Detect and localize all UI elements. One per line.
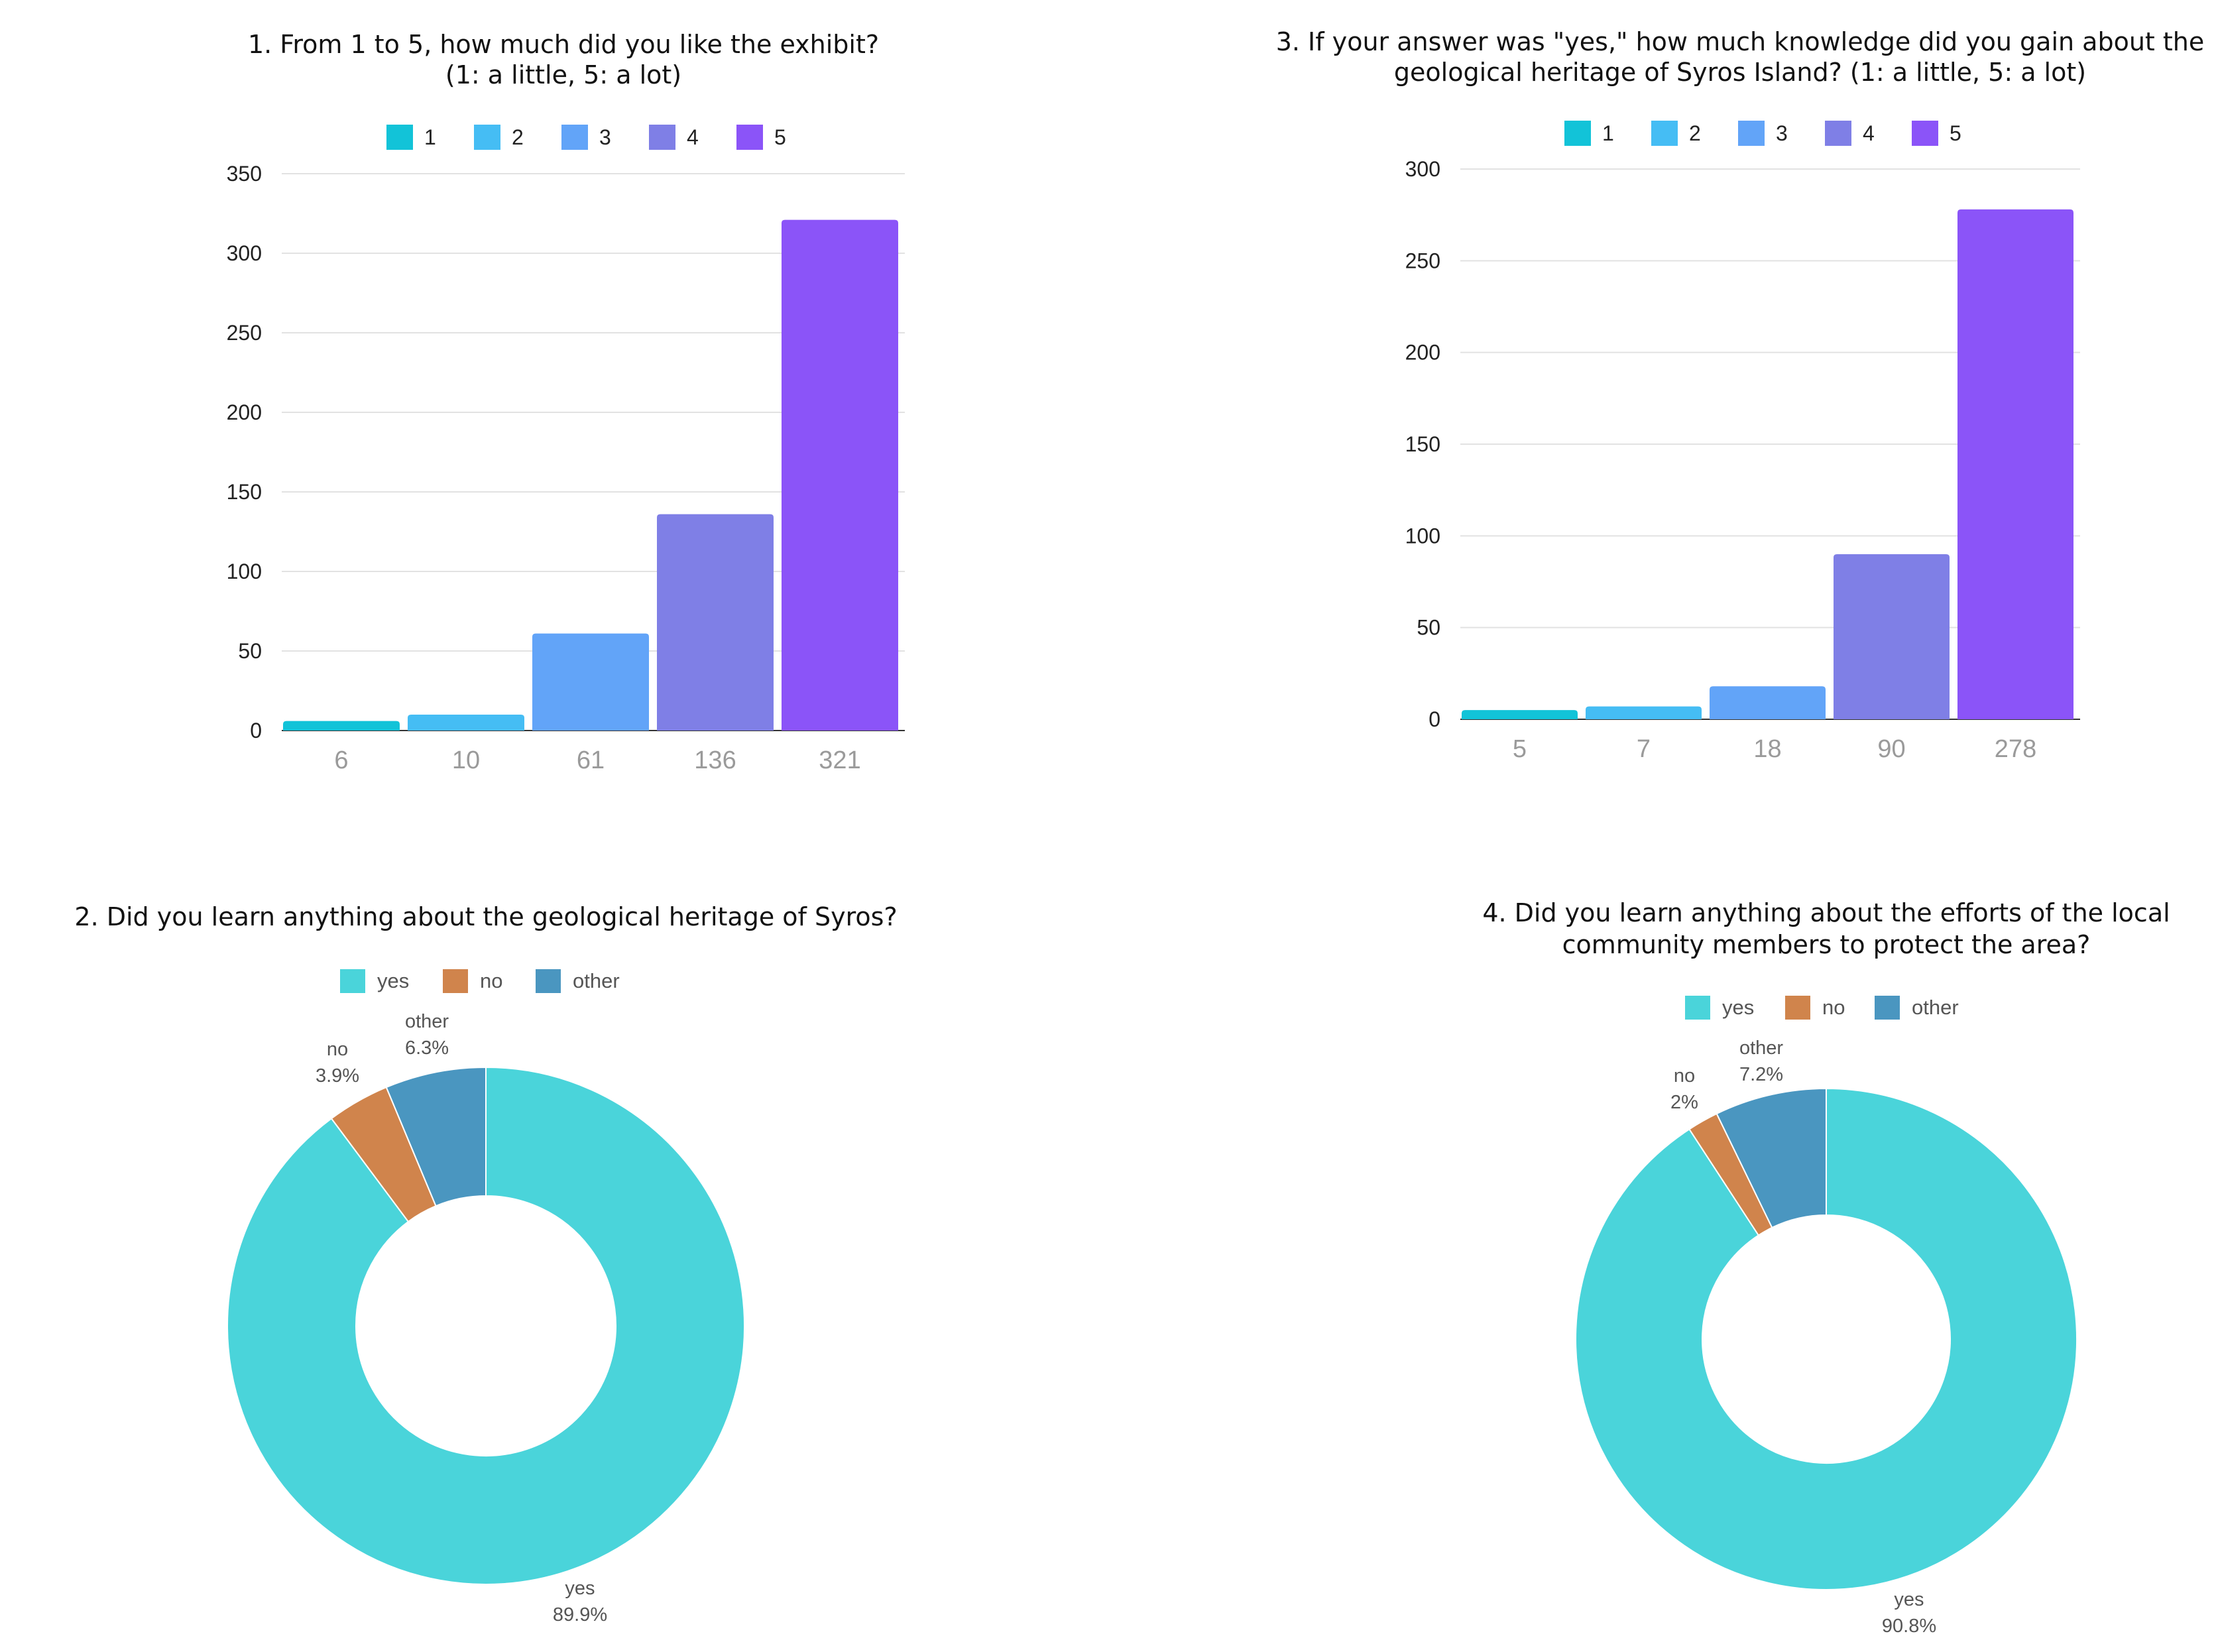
legend-swatch: [340, 969, 365, 993]
x-tick-label: 136: [694, 746, 736, 774]
legend-label: yes: [377, 969, 409, 992]
legend-label: no: [480, 969, 502, 992]
legend-swatch: [1738, 121, 1765, 146]
chart-title-line-1: 1. From 1 to 5, how much did you like th…: [248, 30, 879, 59]
legend-swatch: [443, 969, 468, 993]
slice-percent-no: 3.9%: [316, 1065, 359, 1087]
bar-5: [1957, 209, 2073, 719]
bar-chart-exhibit-rating: 1. From 1 to 5, how much did you like th…: [227, 30, 905, 774]
bar-4: [657, 514, 774, 731]
legend-label: yes: [1722, 996, 1754, 1019]
slice-other: [1716, 1087, 1827, 1229]
slice-other: [385, 1066, 487, 1207]
legend-label: 3: [599, 125, 611, 149]
legend-label: 2: [512, 125, 524, 149]
y-tick-label: 100: [1405, 524, 1440, 548]
chart-title-line-1: 4. Did you learn anything about the effo…: [1482, 898, 2170, 927]
y-tick-label: 300: [1405, 157, 1440, 181]
legend-swatch: [536, 969, 561, 993]
y-tick-label: 100: [227, 560, 262, 583]
legend-label: 3: [1776, 121, 1788, 145]
slice-percent-yes: 90.8%: [1882, 1616, 1936, 1637]
legend-swatch: [1651, 121, 1678, 146]
legend-swatch: [1825, 121, 1851, 146]
legend-swatch: [1564, 121, 1591, 146]
legend-label: 4: [1863, 121, 1875, 145]
legend-swatch: [561, 125, 588, 150]
chart-title-line-2: (1: a little, 5: a lot): [445, 60, 681, 89]
slice-label-other: other: [405, 1011, 449, 1032]
slice-label-yes: yes: [1894, 1589, 1924, 1610]
chart-title-line-1: 3. If your answer was "yes," how much kn…: [1276, 27, 2205, 56]
bar-4: [1834, 554, 1950, 719]
x-tick-label: 7: [1637, 735, 1651, 763]
x-tick-label: 321: [819, 746, 860, 774]
y-tick-label: 350: [227, 162, 262, 186]
donut-chart-community-efforts: 4. Did you learn anything about the effo…: [1482, 898, 2170, 1637]
bar-2: [408, 715, 524, 731]
chart-title-line-2: community members to protect the area?: [1562, 930, 2091, 959]
slice-yes: [1575, 1087, 2077, 1590]
y-tick-label: 300: [227, 241, 262, 265]
slice-percent-other: 7.2%: [1739, 1064, 1783, 1085]
y-tick-label: 50: [238, 639, 262, 663]
slice-label-no: no: [1674, 1065, 1695, 1087]
x-tick-label: 10: [452, 746, 480, 774]
x-tick-label: 6: [334, 746, 348, 774]
slice-label-other: other: [1739, 1037, 1783, 1059]
legend-swatch: [474, 125, 500, 150]
legend-swatch: [386, 125, 413, 150]
bar-1: [1462, 710, 1578, 719]
y-tick-label: 200: [1405, 341, 1440, 365]
chart-title-line-1: 2. Did you learn anything about the geol…: [74, 902, 897, 931]
slice-percent-other: 6.3%: [405, 1037, 449, 1059]
legend-swatch: [1875, 996, 1900, 1020]
y-tick-label: 150: [1405, 432, 1440, 456]
legend-label: 4: [687, 125, 699, 149]
bar-5: [782, 219, 898, 731]
bar-3: [1710, 686, 1826, 719]
x-tick-label: 18: [1753, 735, 1781, 763]
legend-swatch: [736, 125, 763, 150]
bar-2: [1586, 706, 1702, 719]
bar-chart-knowledge-gain: 3. If your answer was "yes," how much kn…: [1276, 27, 2205, 763]
legend-label: 1: [1602, 121, 1614, 145]
bar-1: [283, 721, 400, 731]
y-tick-label: 50: [1417, 616, 1440, 640]
legend-swatch: [1912, 121, 1938, 146]
legend-label: other: [573, 969, 620, 992]
legend-label: other: [1912, 996, 1959, 1019]
legend-label: 5: [774, 125, 786, 149]
x-tick-label: 61: [577, 746, 605, 774]
x-tick-label: 5: [1513, 735, 1527, 763]
y-tick-label: 0: [250, 719, 262, 742]
y-tick-label: 150: [227, 480, 262, 504]
legend-swatch: [1785, 996, 1810, 1020]
legend-swatch: [649, 125, 675, 150]
slice-label-yes: yes: [565, 1578, 595, 1599]
y-tick-label: 0: [1429, 707, 1440, 731]
legend-swatch: [1685, 996, 1710, 1020]
y-tick-label: 250: [1405, 249, 1440, 272]
legend-label: 2: [1689, 121, 1701, 145]
donut-chart-geological-heritage: 2. Did you learn anything about the geol…: [74, 902, 897, 1625]
slice-yes: [227, 1066, 745, 1585]
legend-label: 1: [424, 125, 436, 149]
bar-3: [532, 633, 649, 731]
x-tick-label: 278: [1995, 735, 2036, 763]
slice-percent-no: 2%: [1670, 1092, 1698, 1113]
chart-title-line-2: geological heritage of Syros Island? (1:…: [1394, 58, 2086, 87]
y-tick-label: 250: [227, 321, 262, 345]
slice-label-no: no: [327, 1039, 348, 1060]
slice-percent-yes: 89.9%: [553, 1604, 607, 1625]
legend-label: no: [1822, 996, 1845, 1019]
x-tick-label: 90: [1877, 735, 1905, 763]
y-tick-label: 200: [227, 400, 262, 424]
legend-label: 5: [1950, 121, 1961, 145]
